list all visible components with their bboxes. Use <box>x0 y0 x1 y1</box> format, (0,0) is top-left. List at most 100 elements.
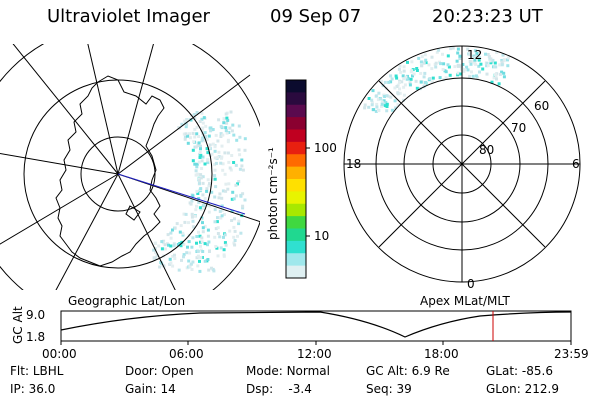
aurora-pixel <box>236 211 240 214</box>
aurora-pixel <box>179 244 183 248</box>
aurora-pixel <box>181 233 185 237</box>
filter-readout: Flt: LBHL <box>10 364 64 378</box>
aurora-pixel <box>448 73 452 77</box>
aurora-pixel <box>477 64 481 68</box>
aurora-pixel <box>473 49 477 53</box>
aurora-pixel <box>201 221 204 225</box>
aurora-pixel <box>402 85 406 89</box>
aurora-pixel <box>224 243 228 247</box>
aurora-pixel <box>219 246 223 250</box>
aurora-pixel <box>203 162 207 166</box>
aurora-pixel <box>238 167 242 171</box>
aurora-pixel <box>191 159 195 163</box>
aurora-pixel <box>192 140 196 144</box>
aurora-pixel <box>196 249 200 253</box>
aurora-pixel <box>219 132 223 136</box>
aurora-pixel <box>224 112 228 116</box>
aurora-pixel <box>456 71 460 75</box>
aurora-pixel <box>215 220 219 224</box>
aurora-pixel <box>468 74 472 78</box>
aurora-pixel <box>194 145 198 149</box>
aurora-pixel <box>210 266 213 270</box>
altitude-x-tick-label-1200: 12:00 <box>297 347 332 361</box>
aurora-pixel <box>419 71 423 75</box>
aurora-pixel <box>201 226 205 230</box>
aurora-pixel <box>206 258 210 261</box>
observation-date: 09 Sep 07 <box>270 6 362 27</box>
aurora-pixel <box>409 77 413 81</box>
aurora-pixel <box>400 80 404 84</box>
aurora-pixel <box>180 122 184 126</box>
aurora-pixel <box>387 80 391 84</box>
aurora-pixel <box>444 70 448 74</box>
aurora-pixel <box>495 77 498 81</box>
aurora-pixel <box>220 209 224 213</box>
aurora-pixel <box>500 59 504 62</box>
aurora-pixel <box>478 70 481 74</box>
aurora-pixel <box>206 161 210 165</box>
geographic-map-label: Geographic Lat/Lon <box>68 294 186 308</box>
gain-readout: Gain: 14 <box>125 382 176 396</box>
page-title: Ultraviolet Imager <box>47 6 210 27</box>
aurora-pixel <box>444 76 448 80</box>
aurora-pixel <box>184 212 188 216</box>
aurora-pixel <box>385 102 389 106</box>
aurora-pixel <box>186 141 190 145</box>
aurora-pixel <box>401 74 405 78</box>
aurora-pixel <box>456 63 460 67</box>
altitude-x-tick-label-0000: 00:00 <box>42 347 77 361</box>
aurora-pixel <box>237 180 241 183</box>
aurora-pixel <box>237 124 241 128</box>
antarctica-coastline <box>55 75 165 267</box>
aurora-pixel <box>459 72 463 76</box>
aurora-pixel <box>197 200 201 204</box>
apex-lat-label-70: 70 <box>511 121 526 135</box>
aurora-pixel <box>387 95 391 98</box>
aurora-pixel <box>424 58 428 62</box>
aurora-pixel <box>389 95 393 99</box>
aurora-pixel <box>191 260 195 264</box>
aurora-pixel <box>213 195 217 199</box>
aurora-pixel <box>383 80 387 84</box>
aurora-pixel <box>197 230 200 234</box>
aurora-pixel <box>469 62 473 66</box>
aurora-pixel <box>188 132 191 136</box>
aurora-pixel <box>241 206 245 210</box>
aurora-pixel <box>223 172 227 176</box>
aurora-pixel <box>500 70 504 74</box>
aurora-pixel <box>183 119 187 123</box>
aurora-pixel <box>212 269 216 273</box>
aurora-pixel <box>191 219 195 223</box>
aurora-pixel <box>203 242 207 246</box>
aurora-pixel <box>389 80 393 84</box>
aurora-pixel <box>232 197 236 201</box>
aurora-pixel <box>162 241 165 245</box>
aurora-pixel <box>379 97 383 101</box>
aurora-pixel <box>182 253 186 257</box>
aurora-pixel <box>182 132 186 136</box>
aurora-pixel <box>195 256 199 260</box>
aurora-pixel <box>434 61 438 65</box>
aurora-pixel <box>408 81 412 85</box>
aurora-pixel <box>201 121 205 125</box>
aurora-pixel <box>447 65 451 69</box>
mode-value: Normal <box>286 364 330 378</box>
aurora-pixel <box>198 120 202 123</box>
aurora-pixel <box>220 155 224 159</box>
aurora-pixel <box>198 206 202 210</box>
colorbar-tick-label-100: 100 <box>314 141 337 155</box>
aurora-pixel <box>205 189 209 193</box>
colorbar-band <box>286 104 306 118</box>
aurora-pixel <box>210 152 214 156</box>
aurora-pixel <box>235 138 239 142</box>
aurora-pixel <box>206 178 210 182</box>
colorbar-band <box>286 80 306 93</box>
aurora-pixel <box>221 133 225 137</box>
altitude-x-tick-label-1800: 18:00 <box>424 347 459 361</box>
aurora-pixel <box>216 139 220 143</box>
aurora-pixel <box>500 63 504 67</box>
colorbar-tick-label-10: 10 <box>314 229 329 243</box>
aurora-pixel <box>402 69 406 73</box>
aurora-pixel <box>185 119 189 123</box>
aurora-pixel <box>208 204 212 208</box>
